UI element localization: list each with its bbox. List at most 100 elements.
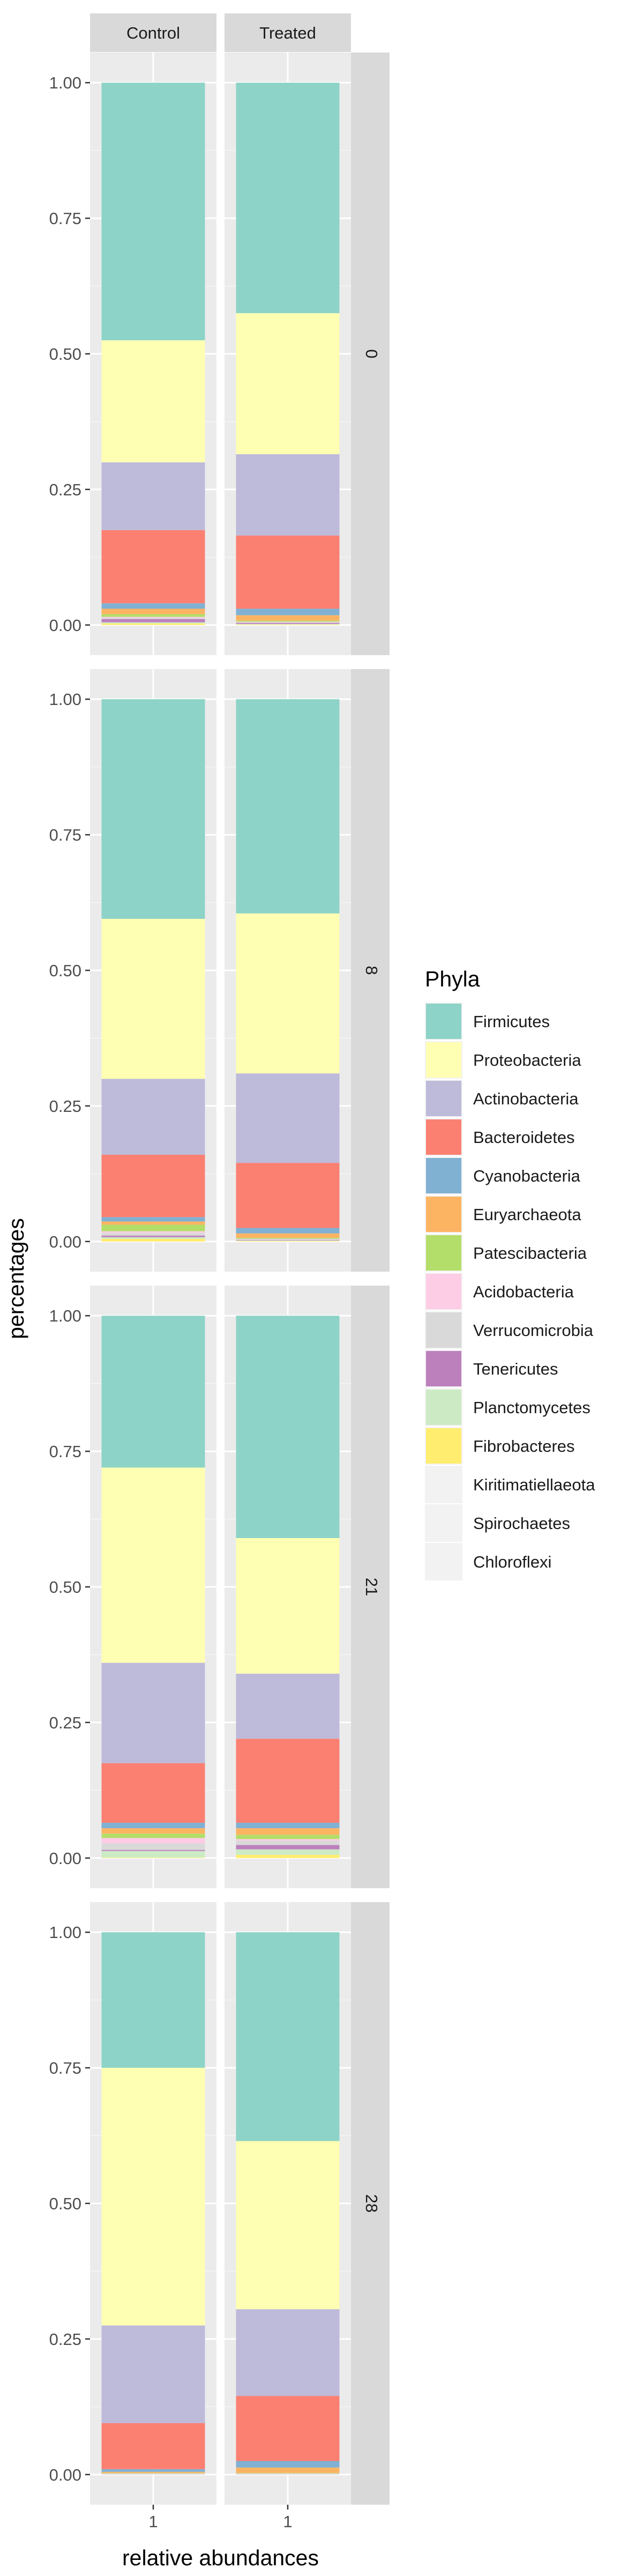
bar-segment-bacteroidetes-control-28 [101, 2423, 205, 2469]
bar-segment-cyanobacteria-control-21 [101, 1823, 205, 1829]
bar-segment-bacteroidetes-treated-8 [236, 1163, 340, 1228]
y-axis-title: percentages [4, 1218, 28, 1339]
legend-key-cyanobacteria [426, 1158, 461, 1193]
legend-key-fibrobacteres [426, 1428, 461, 1464]
legend-label: Spirochaetes [473, 1514, 570, 1533]
bar-segment-tenericutes-control-8 [101, 1235, 205, 1237]
bar-segment-fibrobacteres-treated-21 [236, 1854, 340, 1858]
facet-strip-row-28 [351, 1902, 390, 2505]
bar-segment-proteobacteria-treated-0 [236, 313, 340, 455]
bar-segment-fibrobacteres-control-0 [101, 623, 205, 625]
facet-strip-label: 21 [362, 1578, 381, 1596]
bar-segment-firmicutes-control-8 [101, 699, 205, 919]
y-tick-label: 0.50 [49, 961, 81, 980]
bar-segment-proteobacteria-control-8 [101, 918, 205, 1079]
legend-key-kiritimatiellaeota [426, 1467, 461, 1502]
bar-segment-firmicutes-treated-0 [236, 83, 340, 314]
bar-segment-bacteroidetes-control-21 [101, 1763, 205, 1823]
bar-segment-tenericutes-control-21 [101, 1850, 205, 1851]
bar-segment-verrucomicrobia-treated-21 [236, 1840, 340, 1845]
bar-segment-firmicutes-treated-21 [236, 1316, 340, 1538]
y-tick-label: 0.50 [49, 345, 81, 363]
y-tick-label: 0.00 [49, 1849, 81, 1868]
bar-segment-proteobacteria-treated-8 [236, 913, 340, 1074]
bar-segment-bacteroidetes-control-8 [101, 1154, 205, 1218]
bar-segment-euryarchaeota-control-0 [101, 608, 205, 614]
bar-segment-acidobacteria-treated-21 [236, 1839, 340, 1841]
y-tick-label: 0.00 [49, 1233, 81, 1251]
bar-segment-bacteroidetes-control-0 [101, 530, 205, 604]
facet-strip-control [90, 13, 216, 52]
bar-segment-tenericutes-control-0 [101, 619, 205, 622]
bar-segment-euryarchaeota-control-21 [101, 1828, 205, 1834]
bar-segment-firmicutes-control-0 [101, 83, 205, 340]
bar-segment-bacteroidetes-treated-28 [236, 2396, 340, 2461]
bar-segment-patescibacteria-treated-8 [236, 1237, 340, 1239]
bar-segment-cyanobacteria-treated-0 [236, 608, 340, 615]
bar-segment-actinobacteria-control-21 [101, 1662, 205, 1763]
bar-segment-patescibacteria-control-0 [101, 614, 205, 617]
facet-strip-row-21 [351, 1286, 390, 1888]
bar-segment-fibrobacteres-treated-8 [236, 1241, 340, 1242]
legend-label: Verrucomicrobia [473, 1321, 594, 1340]
legend-key-chloroflexi [426, 1544, 461, 1579]
legend-label: Tenericutes [473, 1360, 558, 1378]
bar-segment-cyanobacteria-control-28 [101, 2469, 205, 2472]
legend-label: Planctomycetes [473, 1398, 590, 1417]
y-tick-label: 0.50 [49, 1578, 81, 1597]
bar-segment-euryarchaeota-treated-0 [236, 615, 340, 621]
bar-segment-planctomycetes-control-21 [101, 1851, 205, 1858]
y-tick-label: 0.75 [49, 826, 81, 844]
bar-segment-planctomycetes-control-8 [101, 1237, 205, 1239]
facet-strip-treated [225, 13, 351, 52]
y-tick-label: 0.00 [49, 616, 81, 635]
bar-segment-cyanobacteria-treated-21 [236, 1823, 340, 1829]
bar-segment-proteobacteria-control-21 [101, 1467, 205, 1663]
bar-segment-patescibacteria-treated-21 [236, 1835, 340, 1839]
y-tick-label: 1.00 [49, 1923, 81, 1942]
bar-segment-patescibacteria-treated-28 [236, 2473, 340, 2474]
bar-segment-verrucomicrobia-control-21 [101, 1843, 205, 1850]
bar-segment-actinobacteria-control-28 [101, 2325, 205, 2423]
bar-segment-verrucomicrobia-control-8 [101, 1233, 205, 1236]
bar-segment-euryarchaeota-treated-28 [236, 2467, 340, 2473]
legend-key-euryarchaeota [426, 1197, 461, 1232]
bar-segment-firmicutes-treated-8 [236, 699, 340, 914]
bar-segment-tenericutes-treated-0 [236, 622, 340, 624]
legend-label: Chloroflexi [473, 1553, 551, 1571]
facet-strip-label: Control [126, 24, 180, 42]
bar-segment-planctomycetes-treated-0 [236, 623, 340, 625]
bar-segment-bacteroidetes-treated-21 [236, 1739, 340, 1823]
bar-segment-patescibacteria-control-8 [101, 1224, 205, 1231]
bar-segment-verrucomicrobia-control-0 [101, 618, 205, 619]
bar-segment-verrucomicrobia-control-28 [101, 2474, 205, 2475]
facet-strip-row-0 [351, 53, 390, 655]
bar-segment-verrucomicrobia-treated-0 [236, 622, 340, 623]
bar-segment-proteobacteria-treated-28 [236, 2141, 340, 2310]
legend-key-actinobacteria [426, 1081, 461, 1116]
legend-label: Cyanobacteria [473, 1167, 581, 1185]
y-tick-label: 0.25 [49, 2330, 81, 2349]
legend-label: Euryarchaeota [473, 1205, 581, 1224]
facet-strip-label: 28 [362, 2194, 381, 2213]
y-tick-label: 0.50 [49, 2194, 81, 2213]
bar-segment-fibrobacteres-control-8 [101, 1238, 205, 1242]
bar-segment-euryarchaeota-control-28 [101, 2471, 205, 2473]
y-tick-label: 0.25 [49, 480, 81, 499]
legend-key-tenericutes [426, 1351, 461, 1386]
legend-label: Kiritimatiellaeota [473, 1475, 595, 1494]
facet-strip-label: 0 [362, 349, 381, 358]
legend-label: Actinobacteria [473, 1089, 579, 1108]
legend-label: Fibrobacteres [473, 1437, 575, 1456]
bar-segment-actinobacteria-treated-28 [236, 2309, 340, 2396]
bar-segment-tenericutes-treated-21 [236, 1845, 340, 1850]
legend-key-patescibacteria [426, 1235, 461, 1271]
y-tick-label: 1.00 [49, 690, 81, 709]
bar-segment-acidobacteria-control-0 [101, 617, 205, 618]
legend-key-bacteroidetes [426, 1119, 461, 1155]
bar-segment-acidobacteria-control-8 [101, 1231, 205, 1233]
facet-strip-label: Treated [259, 24, 316, 42]
bar-segment-proteobacteria-control-0 [101, 340, 205, 463]
